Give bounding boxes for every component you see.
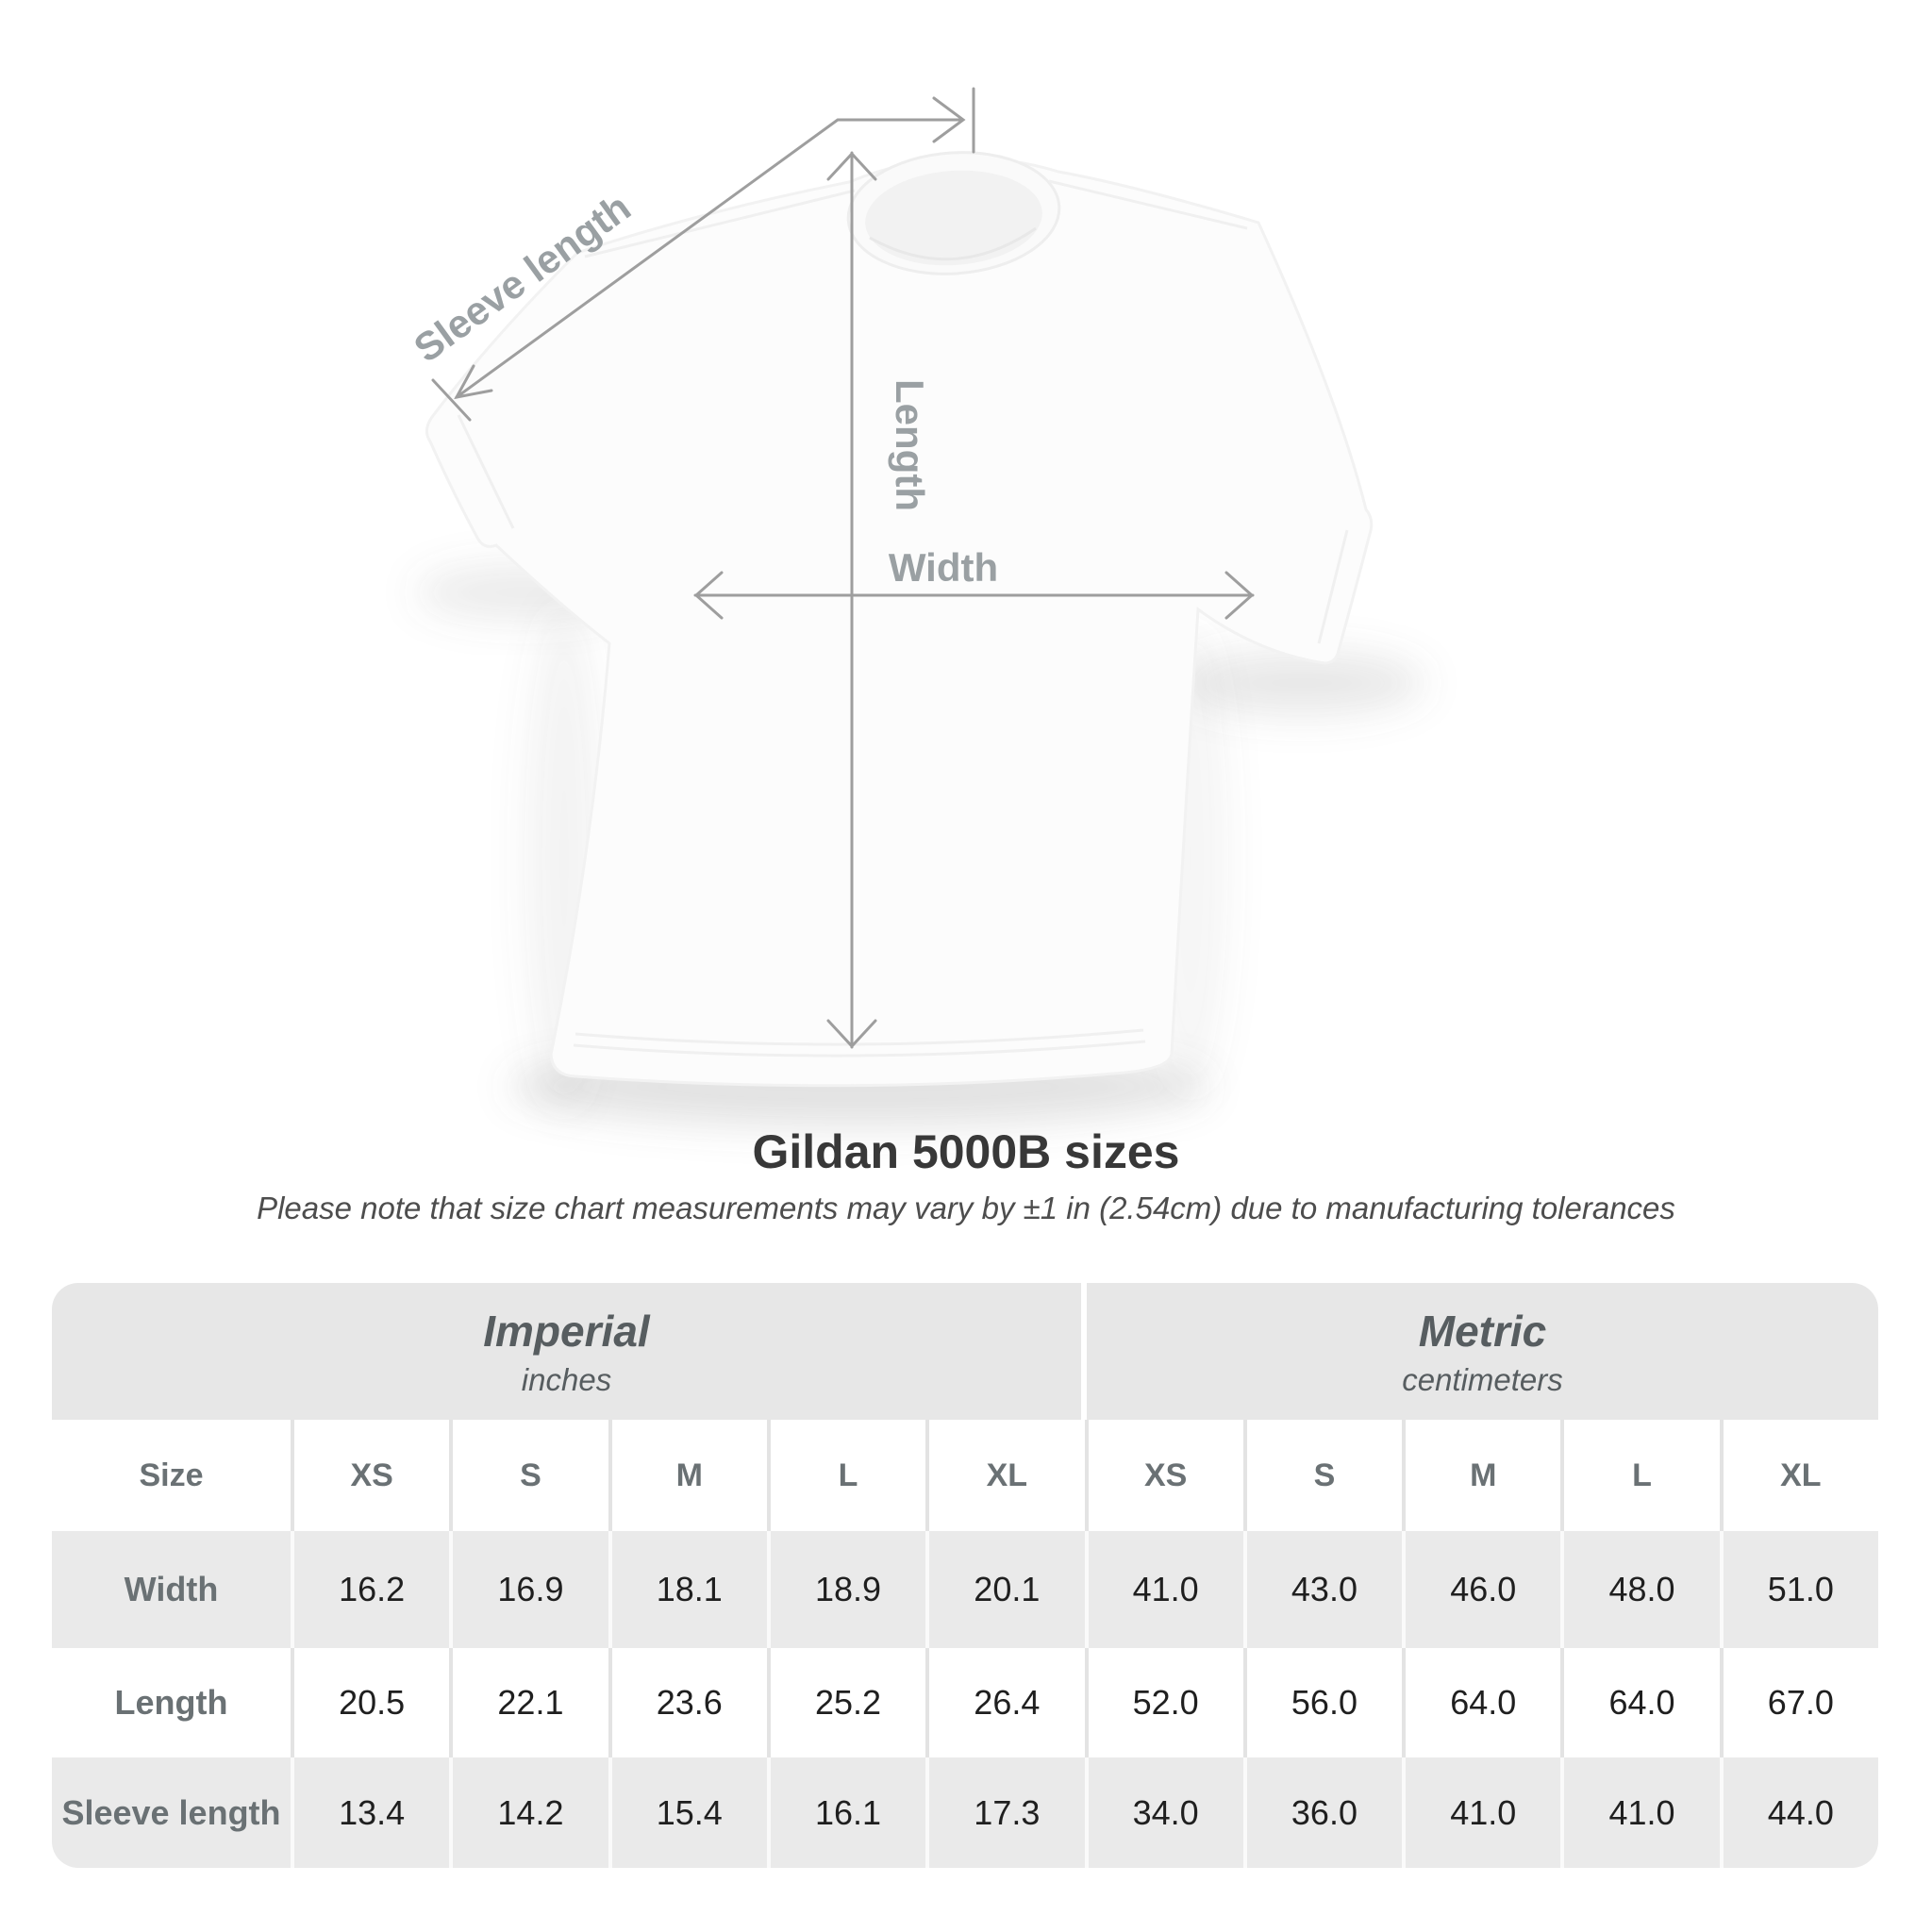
tshirt-measurement-diagram: Sleeve length Length Width — [406, 87, 1424, 1126]
length-metric-s: 56.0 — [1242, 1648, 1402, 1757]
width-metric-xl: 51.0 — [1719, 1531, 1878, 1648]
metric-unit: centimeters — [1402, 1361, 1563, 1397]
sleeve-imperial-xl: 17.3 — [925, 1757, 1084, 1868]
width-imperial-m: 18.1 — [608, 1531, 767, 1648]
column-header-metric-m: M — [1402, 1420, 1560, 1531]
tshirt-seams — [457, 179, 1349, 1058]
length-metric-xs: 52.0 — [1084, 1648, 1243, 1757]
banner-divider — [1081, 1283, 1087, 1420]
width-imperial-s: 16.9 — [449, 1531, 608, 1648]
row-label-length: Length — [114, 1683, 228, 1722]
tshirt-collar — [846, 151, 1061, 275]
column-header-imperial-l: L — [766, 1420, 925, 1531]
row-label-sleeve-length: Sleeve length — [61, 1792, 281, 1832]
length-annotation-label: Length — [888, 379, 932, 511]
length-imperial-l: 25.2 — [766, 1648, 925, 1757]
width-metric-m: 46.0 — [1402, 1531, 1560, 1648]
metric-section-header: Metric centimeters — [1087, 1283, 1878, 1420]
column-header-metric-s: S — [1242, 1420, 1402, 1531]
imperial-section-header: Imperial inches — [52, 1283, 1081, 1420]
length-dimension — [826, 151, 877, 1049]
width-metric-s: 43.0 — [1242, 1531, 1402, 1648]
sleeve-imperial-m: 15.4 — [608, 1757, 767, 1868]
sleeve-metric-l: 41.0 — [1560, 1757, 1719, 1868]
width-imperial-l: 18.9 — [766, 1531, 925, 1648]
sleeve-imperial-xs: 13.4 — [291, 1757, 449, 1868]
sleeve-metric-m: 41.0 — [1402, 1757, 1560, 1868]
length-imperial-xl: 26.4 — [925, 1648, 1084, 1757]
width-metric-xs: 41.0 — [1084, 1531, 1243, 1648]
tshirt-illustration — [425, 151, 1374, 1088]
column-header-imperial-xl: XL — [925, 1420, 1084, 1531]
column-header-metric-xl: XL — [1719, 1420, 1878, 1531]
dimension-annotations — [431, 87, 1255, 1049]
column-header-metric-l: L — [1560, 1420, 1719, 1531]
column-header-imperial-s: S — [449, 1420, 608, 1531]
column-header-metric-xs: XS — [1084, 1420, 1243, 1531]
size-table: Imperial inches Metric centimeters Size … — [52, 1283, 1878, 1868]
table-row-sleeve-length: Sleeve length 13.4 14.2 15.4 16.1 17.3 3… — [52, 1757, 1878, 1868]
unit-banner: Imperial inches Metric centimeters — [52, 1283, 1878, 1420]
page-title: Gildan 5000B sizes — [752, 1125, 1180, 1178]
imperial-unit: inches — [521, 1361, 612, 1397]
width-dimension — [693, 571, 1255, 620]
length-imperial-s: 22.1 — [449, 1648, 608, 1757]
sleeve-imperial-s: 14.2 — [449, 1757, 608, 1868]
length-metric-m: 64.0 — [1402, 1648, 1560, 1757]
sleeve-metric-s: 36.0 — [1242, 1757, 1402, 1868]
row-label-width: Width — [124, 1570, 219, 1608]
width-annotation-label: Width — [889, 545, 998, 590]
sleeve-metric-xl: 44.0 — [1719, 1757, 1878, 1868]
sleeve-metric-xs: 34.0 — [1084, 1757, 1243, 1868]
table-row-length: Length 20.5 22.1 23.6 25.2 26.4 52.0 56.… — [52, 1648, 1878, 1757]
sleeve-length-dimension — [431, 87, 975, 422]
width-imperial-xs: 16.2 — [291, 1531, 449, 1648]
length-imperial-xs: 20.5 — [291, 1648, 449, 1757]
imperial-title: Imperial — [483, 1306, 650, 1356]
tolerance-note: Please note that size chart measurements… — [257, 1191, 1675, 1225]
column-header-imperial-xs: XS — [291, 1420, 449, 1531]
sleeve-imperial-l: 16.1 — [766, 1757, 925, 1868]
column-header-imperial-m: M — [608, 1420, 767, 1531]
length-imperial-m: 23.6 — [608, 1648, 767, 1757]
width-imperial-xl: 20.1 — [925, 1531, 1084, 1648]
column-header-size: Size — [139, 1457, 204, 1493]
length-metric-l: 64.0 — [1560, 1648, 1719, 1757]
table-row-width: Width 16.2 16.9 18.1 18.9 20.1 41.0 43.0… — [52, 1531, 1878, 1648]
length-metric-xl: 67.0 — [1719, 1648, 1878, 1757]
metric-title: Metric — [1418, 1306, 1547, 1356]
width-metric-l: 48.0 — [1560, 1531, 1719, 1648]
table-header-row: Size XS S M L XL XS S M L XL — [52, 1420, 1878, 1531]
